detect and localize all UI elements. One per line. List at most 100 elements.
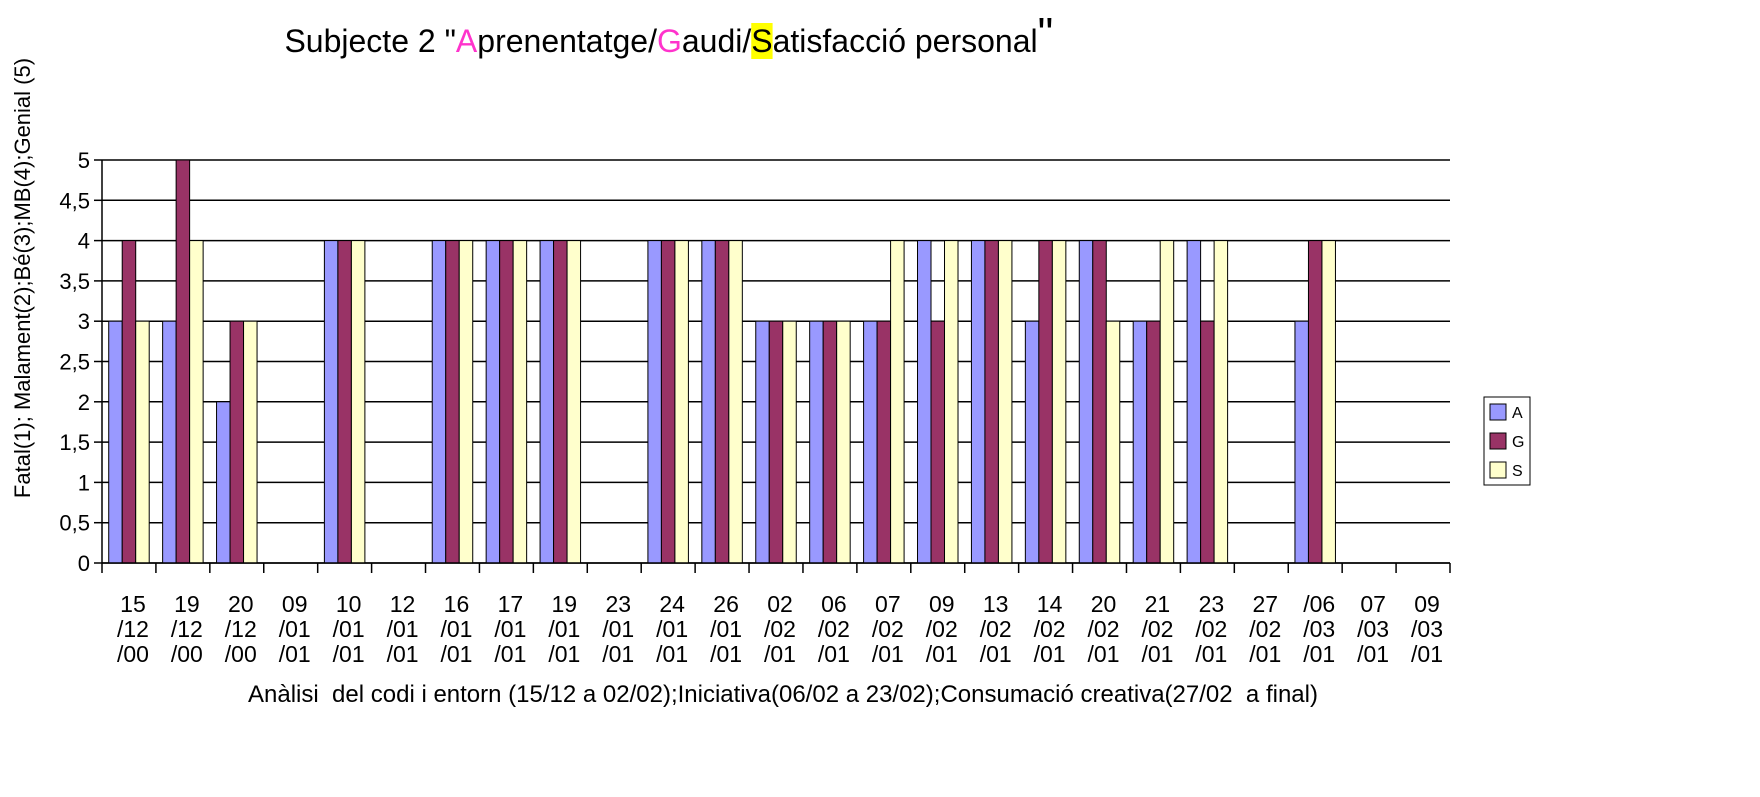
bar	[539, 240, 555, 564]
x-tick-line: 02	[767, 591, 793, 617]
bar	[485, 240, 501, 564]
title-part: atisfacció personal	[773, 23, 1038, 59]
x-tick-line: /01	[1357, 641, 1389, 667]
bar	[1092, 240, 1107, 564]
x-tick-label: 23/02/01	[1195, 591, 1227, 667]
x-tick-line: 23	[1199, 591, 1225, 617]
bar	[984, 240, 999, 564]
legend-swatch	[1489, 403, 1507, 421]
bar	[189, 240, 204, 564]
bar	[1038, 240, 1053, 564]
x-tick-label: 20/02/01	[1088, 591, 1120, 667]
bar	[243, 320, 258, 564]
bar	[876, 320, 892, 564]
bar	[701, 240, 716, 564]
x-tick-line: /02	[1088, 616, 1120, 642]
bar	[175, 159, 191, 564]
title-part: audi/	[682, 23, 752, 59]
x-tick-line: /01	[387, 616, 419, 642]
x-tick-line: 10	[336, 591, 362, 617]
legend-swatch	[1489, 461, 1507, 479]
x-tick-line: 20	[228, 591, 254, 617]
y-tick-label: 4,5	[59, 188, 90, 213]
x-tick-line: /02	[764, 616, 796, 642]
x-tick-line: 07	[1360, 591, 1386, 617]
bar	[162, 320, 177, 564]
y-tick-label: 2	[78, 390, 90, 415]
x-tick-line: 09	[1414, 591, 1440, 617]
x-tick-label: 07/02/01	[872, 591, 904, 667]
bar	[121, 240, 137, 564]
bar	[755, 320, 770, 564]
y-tick-label: 5	[78, 148, 90, 173]
bar	[782, 320, 797, 564]
title-part: Subjecte 2 "	[284, 23, 455, 59]
bar	[1024, 320, 1040, 564]
x-tick-line: 07	[875, 591, 901, 617]
x-tick-line: 17	[498, 591, 524, 617]
bar	[229, 320, 245, 564]
x-tick-line: /01	[1141, 641, 1173, 667]
x-tick-line: 15	[120, 591, 146, 617]
x-tick-label: 23/01/01	[602, 591, 634, 667]
bar	[323, 240, 339, 564]
bar	[135, 320, 150, 564]
bar	[930, 320, 946, 564]
x-tick-label: 13/02/01	[980, 591, 1012, 667]
x-tick-line: /12	[117, 616, 149, 642]
x-tick-line: /01	[1249, 641, 1281, 667]
x-tick-line: /01	[548, 641, 580, 667]
x-tick-line: /03	[1411, 616, 1443, 642]
x-tick-label: 20/12/00	[225, 591, 257, 667]
x-tick-line: /02	[1249, 616, 1281, 642]
y-tick-label: 0,5	[59, 511, 90, 536]
x-tick-label: 15/12/00	[117, 591, 149, 667]
x-tick-label: 06/02/01	[818, 591, 850, 667]
legend-label: G	[1512, 434, 1524, 451]
x-tick-line: /01	[333, 641, 365, 667]
x-tick-label: 12/01/01	[387, 591, 419, 667]
bar	[647, 240, 662, 564]
x-tick-line: 27	[1252, 591, 1278, 617]
x-tick-line: /01	[926, 641, 958, 667]
bar	[458, 240, 474, 564]
bar	[553, 240, 568, 564]
bar	[944, 240, 959, 564]
title-part: "	[1038, 9, 1054, 58]
x-tick-line: 13	[983, 591, 1009, 617]
bar	[566, 240, 582, 564]
chart-title: Subjecte 2 "Aprenentatge/Gaudi/Satisfacc…	[240, 9, 1080, 59]
y-tick-label: 4	[78, 229, 90, 254]
bar	[108, 320, 123, 564]
bar	[499, 240, 514, 564]
y-tick-label: 0	[78, 551, 90, 576]
bar	[350, 240, 366, 564]
x-tick-line: /01	[279, 616, 311, 642]
x-tick-line: /01	[494, 641, 526, 667]
bar	[431, 240, 447, 564]
x-tick-line: 23	[605, 591, 631, 617]
bar	[1159, 240, 1175, 564]
x-tick-line: /01	[656, 616, 688, 642]
x-tick-line: /01	[387, 641, 419, 667]
x-tick-label: 16/01/01	[440, 591, 472, 667]
x-tick-line: /01	[602, 616, 634, 642]
x-tick-label: 27/02/01	[1249, 591, 1281, 667]
bar	[1307, 240, 1323, 564]
x-tick-line: /00	[117, 641, 149, 667]
x-tick-line: /02	[980, 616, 1012, 642]
title-part: prenentatge/	[477, 23, 657, 59]
title-part: G	[657, 23, 682, 59]
y-tick-label: 1	[78, 470, 90, 495]
x-tick-line: /01	[656, 641, 688, 667]
x-tick-line: /02	[818, 616, 850, 642]
bar	[512, 240, 528, 564]
x-tick-line: /01	[1303, 641, 1335, 667]
bar	[1146, 320, 1161, 564]
x-tick-label: 19/12/00	[171, 591, 203, 667]
x-tick-line: /02	[872, 616, 904, 642]
bar	[1078, 240, 1094, 564]
x-tick-label: 21/02/01	[1141, 591, 1173, 667]
bar	[768, 320, 784, 564]
